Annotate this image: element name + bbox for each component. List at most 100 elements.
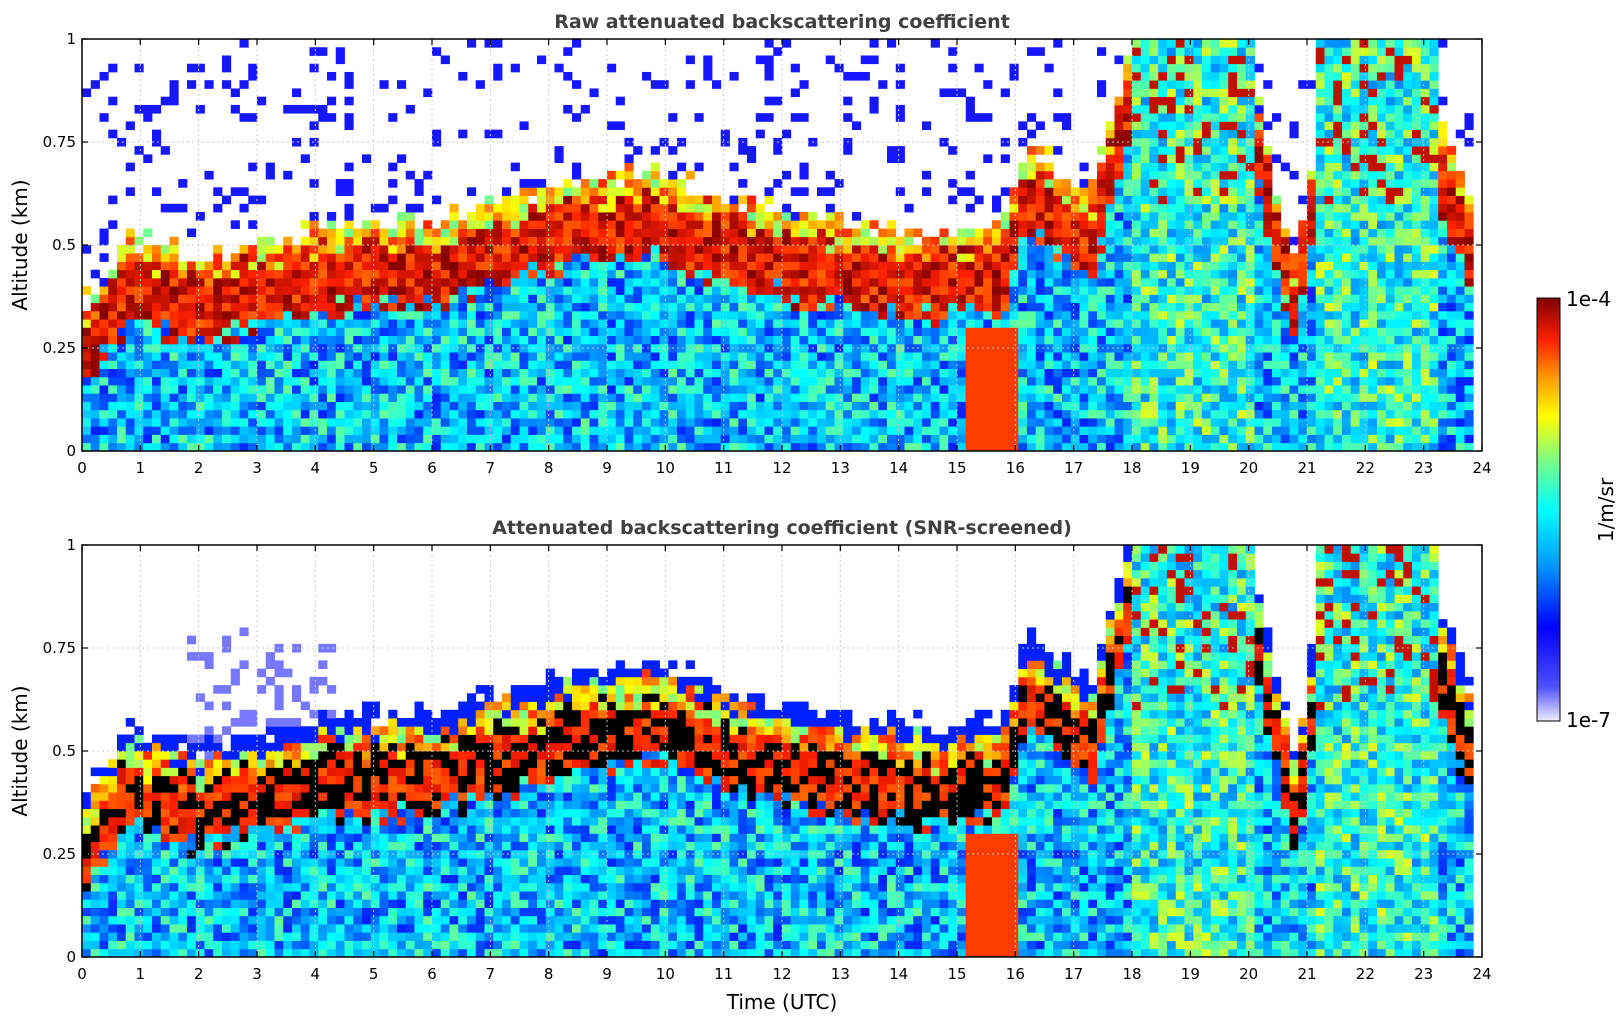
heatmap-cell bbox=[755, 129, 765, 139]
heatmap-cell bbox=[1027, 352, 1037, 361]
heatmap-cell bbox=[808, 310, 818, 320]
heatmap-cell bbox=[169, 302, 179, 312]
heatmap-cell bbox=[1097, 409, 1107, 419]
heatmap-cell bbox=[1132, 418, 1142, 427]
heatmap-cell bbox=[563, 104, 573, 114]
heatmap-cell bbox=[327, 302, 337, 312]
heatmap-cell bbox=[650, 302, 660, 312]
heatmap-cell bbox=[720, 426, 730, 435]
heatmap-cell bbox=[703, 63, 713, 73]
heatmap-cell bbox=[143, 385, 153, 394]
heatmap-cell bbox=[1245, 71, 1255, 81]
heatmap-cell bbox=[160, 376, 170, 386]
heatmap-cell bbox=[99, 442, 109, 451]
heatmap-cell bbox=[1009, 442, 1019, 451]
heatmap-cell bbox=[860, 55, 870, 65]
heatmap-cell bbox=[1184, 409, 1194, 419]
heatmap-cell bbox=[834, 409, 844, 419]
heatmap-cell bbox=[257, 426, 267, 435]
heatmap-cell bbox=[222, 261, 232, 271]
heatmap-cell bbox=[300, 343, 310, 353]
heatmap-cell bbox=[1254, 63, 1264, 73]
heatmap-cell bbox=[1237, 368, 1247, 378]
heatmap-cell bbox=[1280, 286, 1290, 295]
heatmap-cell bbox=[895, 385, 905, 394]
heatmap-cell bbox=[99, 426, 109, 435]
heatmap-cell bbox=[992, 352, 1002, 361]
heatmap-cell bbox=[414, 253, 424, 262]
heatmap-cell bbox=[1105, 286, 1115, 295]
heatmap-cell bbox=[484, 343, 494, 353]
heatmap-cell bbox=[545, 236, 555, 246]
heatmap-cell bbox=[860, 335, 870, 345]
heatmap-cell bbox=[580, 245, 590, 254]
heatmap-cell bbox=[729, 434, 739, 444]
heatmap-cell bbox=[659, 80, 669, 89]
heatmap-cell bbox=[440, 302, 450, 312]
heatmap-cell bbox=[467, 310, 477, 320]
heatmap-cell bbox=[773, 302, 783, 312]
heatmap-cell bbox=[1044, 442, 1054, 451]
heatmap-cell bbox=[248, 418, 258, 427]
heatmap-cell bbox=[397, 212, 407, 221]
heatmap-cell bbox=[1140, 55, 1150, 65]
heatmap-cell bbox=[1254, 409, 1264, 419]
heatmap-cell bbox=[82, 401, 92, 411]
heatmap-cell bbox=[1298, 418, 1308, 427]
heatmap-cell bbox=[1324, 245, 1334, 254]
heatmap-cell bbox=[1105, 352, 1115, 361]
heatmap-cell bbox=[1280, 269, 1290, 279]
heatmap-cell bbox=[1009, 71, 1019, 81]
heatmap-cell bbox=[1210, 236, 1220, 246]
heatmap-cell bbox=[143, 228, 153, 238]
heatmap-cell bbox=[239, 327, 249, 337]
heatmap-cell bbox=[642, 401, 652, 411]
heatmap-cell bbox=[152, 261, 162, 271]
heatmap-cell bbox=[458, 393, 468, 402]
heatmap-cell bbox=[589, 335, 599, 345]
heatmap-cell bbox=[432, 352, 442, 361]
heatmap-cell bbox=[755, 360, 765, 369]
heatmap-cell bbox=[1342, 302, 1352, 312]
heatmap-cell bbox=[1324, 129, 1334, 139]
heatmap-cell bbox=[607, 195, 617, 205]
heatmap-cell bbox=[449, 352, 459, 361]
heatmap-cell bbox=[265, 442, 275, 451]
heatmap-cell bbox=[423, 434, 433, 444]
heatmap-cell bbox=[922, 418, 932, 427]
heatmap-cell bbox=[274, 385, 284, 394]
heatmap-cell bbox=[90, 352, 100, 361]
heatmap-cell bbox=[1219, 245, 1229, 254]
heatmap-cell bbox=[160, 409, 170, 419]
heatmap-cell bbox=[108, 418, 118, 427]
heatmap-cell bbox=[589, 409, 599, 419]
heatmap-cell bbox=[572, 426, 582, 435]
heatmap-cell bbox=[274, 269, 284, 279]
heatmap-cell bbox=[703, 302, 713, 312]
heatmap-cell bbox=[125, 121, 135, 131]
heatmap-cell bbox=[992, 343, 1002, 353]
heatmap-cell bbox=[1219, 154, 1229, 163]
heatmap-cell bbox=[1140, 203, 1150, 213]
heatmap-cell bbox=[738, 360, 748, 369]
heatmap-cell bbox=[764, 385, 774, 394]
heatmap-cell bbox=[694, 434, 704, 444]
heatmap-cell bbox=[1088, 401, 1098, 411]
heatmap-cell bbox=[204, 277, 214, 287]
heatmap-cell bbox=[1123, 269, 1133, 279]
heatmap-cell bbox=[1079, 269, 1089, 279]
heatmap-cell bbox=[344, 261, 354, 271]
heatmap-cell bbox=[99, 376, 109, 386]
heatmap-cell bbox=[248, 269, 258, 279]
heatmap-cell bbox=[650, 245, 660, 254]
heatmap-cell bbox=[720, 245, 730, 254]
heatmap-cell bbox=[335, 343, 345, 353]
heatmap-cell bbox=[869, 335, 879, 345]
heatmap-cell bbox=[992, 442, 1002, 451]
heatmap-cell bbox=[965, 335, 975, 345]
heatmap-cell bbox=[668, 195, 678, 205]
heatmap-cell bbox=[1088, 335, 1098, 345]
heatmap-cell bbox=[1237, 294, 1247, 304]
heatmap-cell bbox=[773, 245, 783, 254]
heatmap-cell bbox=[1062, 368, 1072, 378]
